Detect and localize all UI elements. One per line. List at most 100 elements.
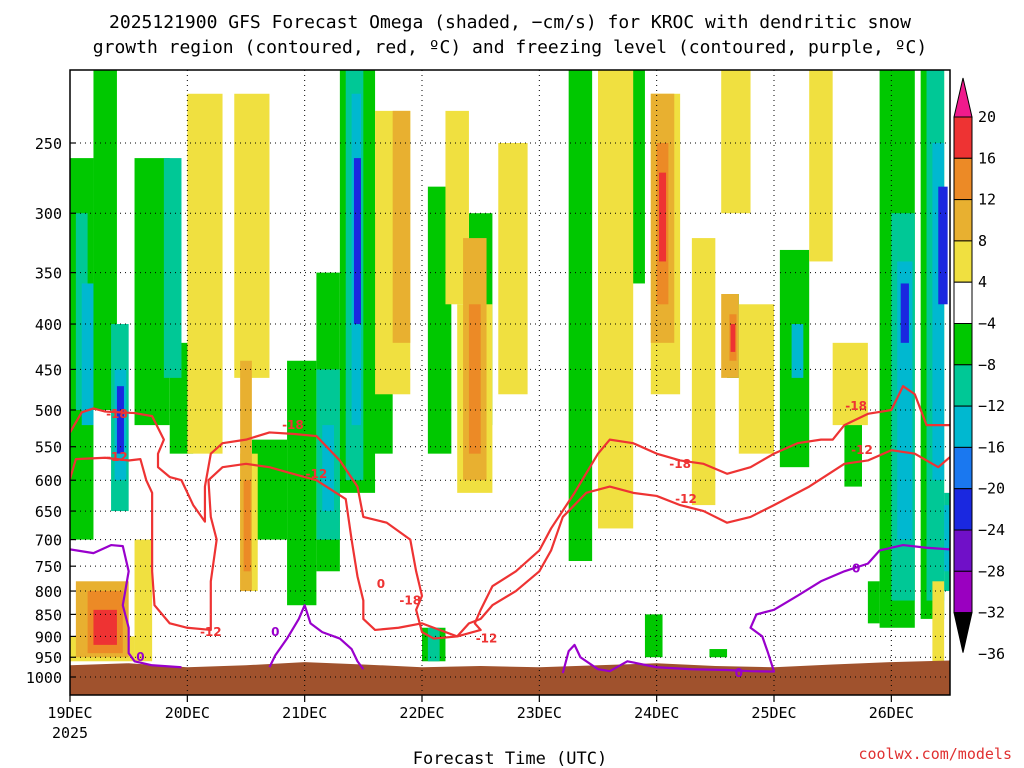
title-line-1: 2025121900 GFS Forecast Omega (shaded, −… <box>109 12 911 33</box>
colorbar-bin <box>953 364 973 407</box>
freezing-level-contour <box>561 543 950 674</box>
colorbar-label: 4 <box>978 273 987 291</box>
omega-cell <box>427 627 440 662</box>
omega-cell <box>234 93 270 378</box>
dgz-contour-label: -12 <box>476 632 498 646</box>
x-tick-label: 20DEC <box>165 704 210 722</box>
dgz-contour-label: -18 <box>669 457 691 471</box>
y-tick-label: 350 <box>35 265 62 283</box>
credit-link[interactable]: coolwx.com/models <box>858 745 1012 763</box>
dgz-contour-label: -18 <box>282 418 304 432</box>
colorbar-label: −24 <box>978 521 1005 539</box>
contour-labels: -18 -12 -18 -12 -12 0 -18 -12 -18 -12 -18 -12 0 0 0 0 <box>106 399 873 680</box>
colorbar-bin <box>953 281 973 325</box>
colorbar-label: −20 <box>978 480 1005 498</box>
colorbar-bottom-arrow <box>953 612 973 653</box>
colorbar-bin <box>953 240 973 283</box>
omega-cell <box>598 70 634 529</box>
y-tick-label: 750 <box>35 558 62 576</box>
colorbar-label: 8 <box>978 232 987 250</box>
contour-lines <box>70 385 950 674</box>
dgz-contour-label: -12 <box>306 467 328 481</box>
x-tick-sublabel: 2025 <box>52 724 88 742</box>
colorbar-label: −8 <box>978 356 996 374</box>
omega-cell <box>938 186 948 305</box>
omega-cell <box>644 614 663 658</box>
dgz-contour-label: 0 <box>377 577 385 591</box>
y-axis-ticks: 250 300 350 400 450 500 550 600 650 700 750 800 850 9… <box>26 135 76 687</box>
colorbar-label: 12 <box>978 191 996 209</box>
y-tick-label: 550 <box>35 439 62 457</box>
colorbar-label: −36 <box>978 645 1005 663</box>
y-tick-label: 800 <box>35 583 62 601</box>
colorbar-label: 20 <box>978 108 996 126</box>
omega-cell <box>932 581 945 662</box>
omega-cell <box>691 238 716 506</box>
title-line-2: growth region (contoured, red, ºC) and f… <box>93 37 927 58</box>
dgz-contour-label: -18 <box>106 407 128 421</box>
omega-cell <box>468 304 481 454</box>
freezing-level-contour <box>268 604 365 670</box>
omega-cell <box>944 505 950 572</box>
omega-cell <box>709 649 728 658</box>
omega-cell <box>730 324 736 352</box>
omega-cell <box>832 342 868 426</box>
omega-shading <box>70 70 950 662</box>
omega-cell <box>791 324 804 378</box>
x-axis-label: Forecast Time (UTC) <box>413 749 607 768</box>
colorbar-bin <box>953 446 973 490</box>
omega-cell <box>900 283 909 343</box>
omega-cell <box>322 425 334 512</box>
colorbar-top-arrow <box>953 77 973 118</box>
omega-cell <box>93 609 117 645</box>
omega-cell <box>867 581 880 624</box>
colorbar-bin <box>953 157 973 201</box>
omega-cell <box>721 70 751 214</box>
x-tick-label: 24DEC <box>634 704 679 722</box>
omega-cell <box>659 172 667 262</box>
y-tick-label: 700 <box>35 532 62 550</box>
dgz-contour <box>70 449 950 638</box>
dgz-contour-label: -18 <box>399 594 421 608</box>
omega-cell <box>932 143 945 481</box>
freezing-contour-label: 0 <box>271 625 279 639</box>
omega-cell <box>353 158 361 325</box>
y-tick-label: 1000 <box>26 669 62 687</box>
freezing-contour-label: 0 <box>852 562 860 576</box>
colorbar-bin <box>953 199 973 242</box>
y-tick-label: 900 <box>35 628 62 646</box>
freezing-contour-label: 0 <box>136 650 144 664</box>
y-tick-label: 600 <box>35 472 62 490</box>
omega-cell <box>498 143 528 395</box>
x-tick-label: 26DEC <box>869 704 914 722</box>
x-tick-label: 21DEC <box>282 704 327 722</box>
omega-cell <box>134 539 153 662</box>
omega-cell <box>738 304 774 454</box>
dgz-contour-label: -12 <box>675 492 697 506</box>
y-tick-label: 650 <box>35 503 62 521</box>
colorbar-label: −32 <box>978 604 1005 622</box>
y-tick-label: 850 <box>35 606 62 624</box>
x-tick-label: 22DEC <box>399 704 444 722</box>
dotted-grid <box>70 70 950 695</box>
colorbar-bin <box>953 323 973 366</box>
omega-cell <box>287 360 317 606</box>
ground-fill <box>70 660 950 695</box>
omega-cell <box>392 110 411 343</box>
omega-cell <box>809 70 833 262</box>
colorbar-bin <box>953 529 973 572</box>
y-tick-label: 300 <box>35 205 62 223</box>
dgz-contour-label: -12 <box>851 443 873 457</box>
x-tick-label: 25DEC <box>751 704 796 722</box>
colorbar-bin <box>953 570 973 614</box>
dgz-contour-label: -12 <box>200 625 222 639</box>
x-tick-label: 23DEC <box>517 704 562 722</box>
dgz-contour-label: -18 <box>845 399 867 413</box>
omega-cell <box>243 480 251 572</box>
freezing-contour-label: 0 <box>735 666 743 680</box>
y-tick-label: 400 <box>35 316 62 334</box>
colorbar-bin <box>953 405 973 448</box>
y-tick-label: 250 <box>35 135 62 153</box>
colorbar: 20 16 12 8 4 −4 −8 −12 −16 −20 −24 −28 −32 −36 <box>953 77 1005 663</box>
x-axis-ticks: 19DEC 2025 20DEC 21DEC 22DEC 23DEC 24DEC 25DEC 2… <box>47 695 914 742</box>
